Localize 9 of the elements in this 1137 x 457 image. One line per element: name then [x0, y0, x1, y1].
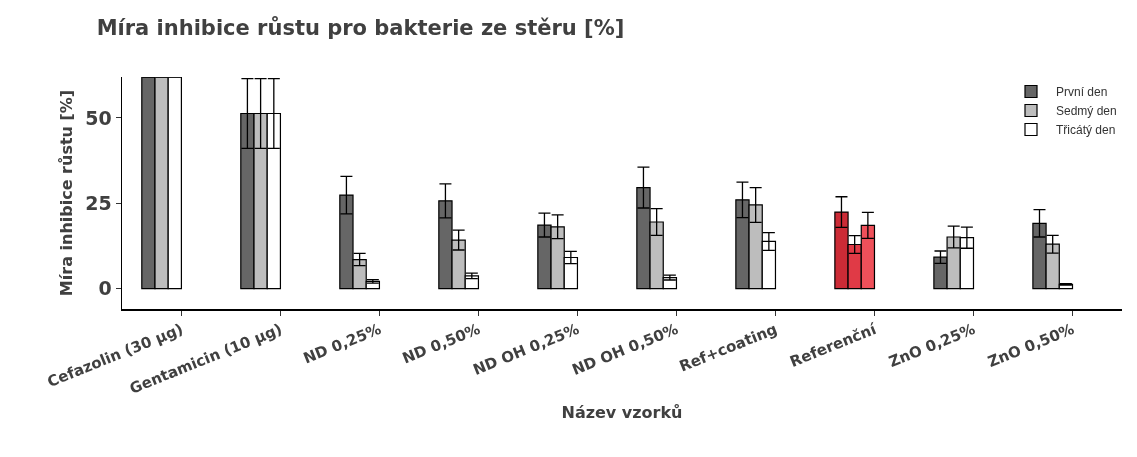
- y-axis-title: Míra inhibice růstu [%]: [57, 89, 77, 297]
- legend-label: První den: [1056, 85, 1108, 100]
- x-axis-title: Název vzorků: [561, 403, 683, 423]
- legend-label: Sedmý den: [1056, 104, 1117, 119]
- legend-label: Třicátý den: [1056, 123, 1116, 138]
- y-tick-label: 50: [85, 106, 112, 129]
- y-tick-label: 25: [85, 191, 112, 214]
- y-tick-label: 0: [98, 277, 112, 300]
- chart-title: Míra inhibice růstu pro bakterie ze stěru [%]: [96, 16, 625, 41]
